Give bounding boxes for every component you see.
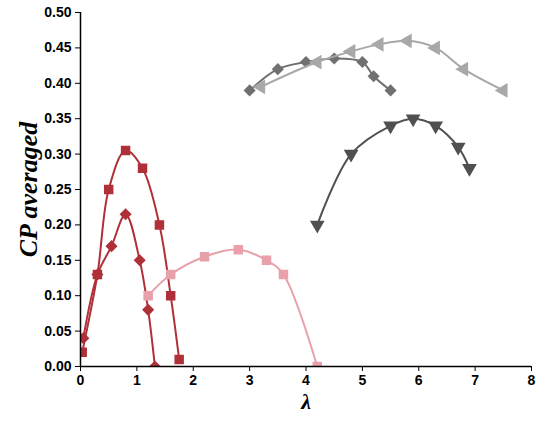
svg-text:3: 3 — [246, 372, 254, 388]
svg-text:7: 7 — [471, 372, 479, 388]
svg-text:0.35: 0.35 — [44, 110, 71, 126]
svg-text:5: 5 — [358, 372, 366, 388]
svg-text:CP averaged: CP averaged — [14, 121, 43, 257]
svg-text:0: 0 — [77, 372, 85, 388]
svg-text:0.30: 0.30 — [44, 146, 71, 162]
svg-text:0.05: 0.05 — [44, 323, 71, 339]
svg-text:0.45: 0.45 — [44, 39, 71, 55]
svg-text:0.40: 0.40 — [44, 75, 71, 91]
svg-text:1: 1 — [133, 372, 141, 388]
svg-text:0.15: 0.15 — [44, 252, 71, 268]
svg-text:4: 4 — [302, 372, 310, 388]
svg-text:0.20: 0.20 — [44, 216, 71, 232]
svg-text:0.00: 0.00 — [44, 358, 71, 374]
svg-text:0.10: 0.10 — [44, 287, 71, 303]
svg-text:λ: λ — [300, 389, 311, 414]
svg-text:2: 2 — [189, 372, 197, 388]
svg-text:0.25: 0.25 — [44, 181, 71, 197]
svg-text:8: 8 — [528, 372, 536, 388]
svg-text:6: 6 — [415, 372, 423, 388]
svg-text:0.50: 0.50 — [44, 4, 71, 20]
